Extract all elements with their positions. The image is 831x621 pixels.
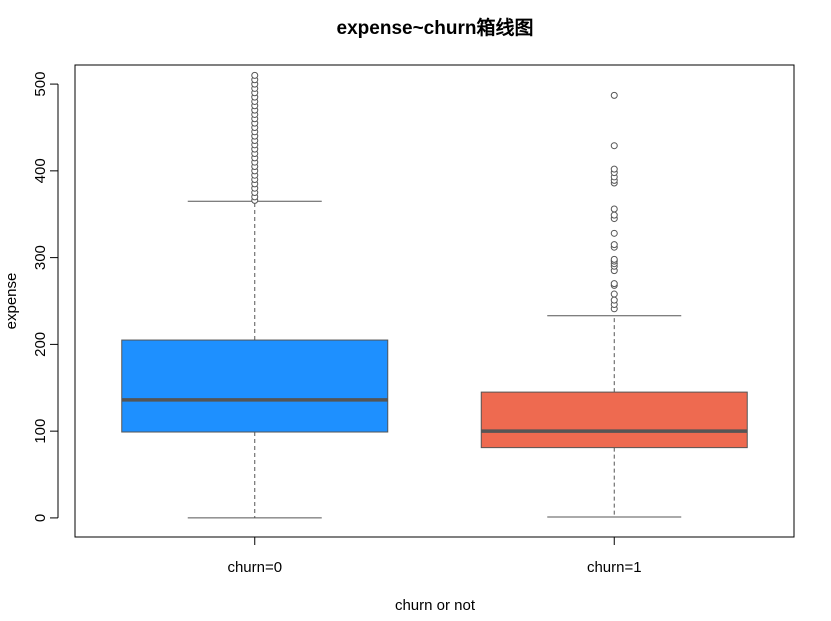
y-tick-label: 300 xyxy=(32,245,49,270)
x-axis: churn=0 churn=1 xyxy=(227,536,642,576)
box-churn=1 xyxy=(480,91,748,518)
outlier-point xyxy=(251,71,259,79)
outlier-point xyxy=(610,255,618,263)
y-tick-label: 200 xyxy=(32,332,49,357)
chart-title: expense~churn箱线图 xyxy=(337,16,534,39)
outlier-point xyxy=(610,229,618,237)
outlier-point xyxy=(610,142,618,150)
box-churn=0 xyxy=(121,71,389,519)
plot-frame xyxy=(74,64,795,538)
iqr-box xyxy=(121,339,389,433)
y-tick-label: 100 xyxy=(32,419,49,444)
x-axis-label: churn or not xyxy=(395,597,476,614)
outlier-point xyxy=(610,165,618,173)
y-tick-label: 400 xyxy=(32,158,49,183)
outlier-point xyxy=(610,290,618,298)
y-tick-label: 500 xyxy=(32,72,49,97)
outlier-point xyxy=(610,211,618,219)
iqr-box xyxy=(480,391,748,449)
y-axis-label: expense xyxy=(3,273,20,330)
outlier-point xyxy=(610,280,618,288)
outlier-point xyxy=(610,91,618,99)
box-series xyxy=(121,71,748,519)
y-tick-label: 0 xyxy=(32,514,49,522)
y-axis: 0 100 200 300 400 500 xyxy=(32,72,59,522)
outlier-point xyxy=(610,205,618,213)
x-tick-label: churn=0 xyxy=(227,559,282,576)
outlier-point xyxy=(610,296,618,304)
outlier-point xyxy=(610,241,618,249)
x-tick-label: churn=1 xyxy=(587,559,642,576)
